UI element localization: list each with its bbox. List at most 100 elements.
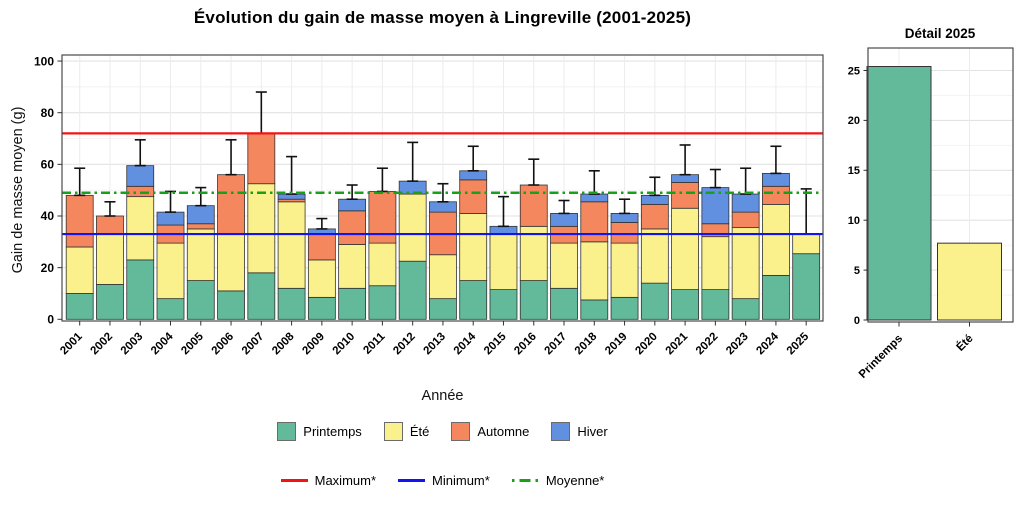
y-tick-label: 80 [41, 106, 55, 120]
x-tick-label-2024: 2024 [754, 330, 781, 357]
bar-segment-hiver-2004 [156, 211, 185, 226]
bar-segment-printemps-2008 [277, 287, 306, 320]
bar-segment-été-2004 [156, 242, 185, 300]
bar-segment-hiver-2017 [550, 213, 578, 227]
x-tick-label-2012: 2012 [391, 331, 418, 358]
detail-y-tick-label: 25 [848, 65, 860, 77]
x-tick-label-2017: 2017 [543, 331, 570, 358]
bar-segment-automne-2016 [519, 184, 548, 227]
detail-chart-title: Détail 2025 [904, 26, 976, 41]
bar-segment-été-2002 [96, 233, 124, 285]
legend-seasons: Printemps Été Automne Hiver [62, 422, 823, 441]
bar-segment-printemps-2016 [519, 280, 548, 320]
bar-segment-printemps-2013 [429, 298, 457, 320]
bar-segment-printemps-2004 [156, 298, 185, 320]
detail-x-tick-label-Été: Été [954, 332, 976, 354]
bar-segment-printemps-2001 [65, 293, 94, 320]
bar-segment-été-2015 [489, 233, 518, 291]
bar-segment-hiver-2010 [338, 198, 367, 212]
legend-item-été: Été [383, 422, 430, 441]
bar-segment-été-2010 [338, 244, 367, 289]
bar-segment-été-2005 [186, 228, 215, 281]
bar-segment-hiver-2020 [640, 194, 669, 205]
legend-label: Minimum* [432, 473, 490, 488]
bar-segment-hiver-2019 [610, 213, 639, 223]
x-tick-label-2018: 2018 [573, 330, 600, 357]
legend-label: Printemps [303, 424, 362, 439]
x-tick-label-2003: 2003 [119, 331, 146, 358]
bar-segment-été-2024 [762, 203, 790, 276]
detail-y-tick-label: 15 [848, 165, 860, 177]
bar-segment-printemps-2018 [580, 299, 609, 320]
legend-label: Été [409, 424, 430, 439]
bar-segment-été-2006 [217, 233, 245, 292]
bar-segment-été-2001 [65, 246, 94, 294]
x-tick-label-2022: 2022 [694, 331, 721, 358]
bar-segment-hiver-2012 [398, 180, 427, 195]
bar-segment-été-2022 [701, 236, 730, 291]
x-tick-label-2002: 2002 [89, 331, 116, 358]
legend-swatch-printemps [277, 422, 297, 441]
bar-segment-printemps-2010 [338, 287, 367, 320]
bar-segment-printemps-2012 [398, 260, 427, 320]
legend-item-automne: Automne [451, 422, 529, 441]
bar-segment-printemps-2023 [731, 298, 760, 320]
bar-segment-été-2025 [792, 233, 821, 255]
bar-segment-printemps-2021 [671, 289, 699, 320]
x-tick-label-2010: 2010 [331, 331, 358, 358]
legend-label: Moyenne* [545, 473, 605, 488]
x-tick-label-2015: 2015 [482, 330, 509, 357]
bar-segment-automne-2020 [640, 203, 669, 230]
x-tick-label-2019: 2019 [603, 331, 630, 358]
x-axis-title: Année [421, 388, 464, 404]
legend-item-hiver: Hiver [551, 422, 608, 441]
bar-segment-été-2018 [580, 241, 609, 301]
bar-segment-printemps-2006 [217, 290, 245, 320]
y-tick-label: 60 [41, 158, 55, 172]
bar-segment-printemps-2024 [762, 274, 790, 320]
detail-y-tick-label: 20 [848, 115, 860, 127]
bar-segment-hiver-2015 [489, 225, 518, 235]
y-tick-label: 20 [41, 261, 55, 275]
legend-line-sample [398, 479, 426, 482]
legend-label: Automne [477, 424, 530, 439]
x-tick-label-2004: 2004 [149, 330, 176, 357]
bar-segment-automne-2021 [671, 182, 699, 209]
bar-segment-automne-2006 [217, 174, 245, 235]
y-tick-label: 100 [34, 54, 54, 68]
x-tick-label-2007: 2007 [240, 331, 267, 358]
detail-bar-été [937, 242, 1002, 321]
legend-item-minimum: Minimum* [398, 473, 490, 488]
bar-segment-été-2016 [519, 225, 548, 281]
main-chart-title: Évolution du gain de masse moyen à Lingr… [193, 8, 692, 27]
bar-segment-automne-2001 [65, 194, 94, 248]
legend-swatch-été [383, 422, 403, 441]
bar-segment-printemps-2014 [459, 280, 488, 320]
x-tick-label-2016: 2016 [512, 331, 539, 358]
bar-segment-printemps-2002 [96, 284, 124, 320]
x-tick-label-2005: 2005 [179, 330, 206, 357]
bar-segment-automne-2023 [731, 211, 760, 229]
legend-label: Maximum* [314, 473, 377, 488]
bar-segment-automne-2011 [368, 191, 397, 244]
legend-item-maximum: Maximum* [280, 473, 377, 488]
bar-segment-hiver-2005 [186, 205, 215, 225]
y-tick-label: 0 [47, 313, 54, 327]
bar-segment-automne-2009 [307, 233, 336, 261]
bar-segment-automne-2002 [96, 215, 124, 235]
bar-segment-été-2007 [247, 183, 276, 274]
detail-y-tick-label: 5 [854, 265, 860, 277]
x-tick-label-2001: 2001 [58, 330, 85, 357]
legend-line-sample [511, 479, 539, 482]
detail-y-tick-label: 10 [848, 215, 860, 227]
bar-segment-été-2012 [398, 193, 427, 262]
bar-segment-été-2003 [126, 196, 155, 261]
bar-segment-automne-2010 [338, 210, 367, 245]
bar-segment-hiver-2014 [459, 170, 488, 181]
bar-segment-hiver-2003 [126, 165, 155, 187]
bar-segment-printemps-2017 [550, 287, 578, 320]
x-tick-label-2020: 2020 [633, 331, 660, 358]
legend-item-printemps: Printemps [277, 422, 362, 441]
bar-segment-printemps-2015 [489, 289, 518, 320]
